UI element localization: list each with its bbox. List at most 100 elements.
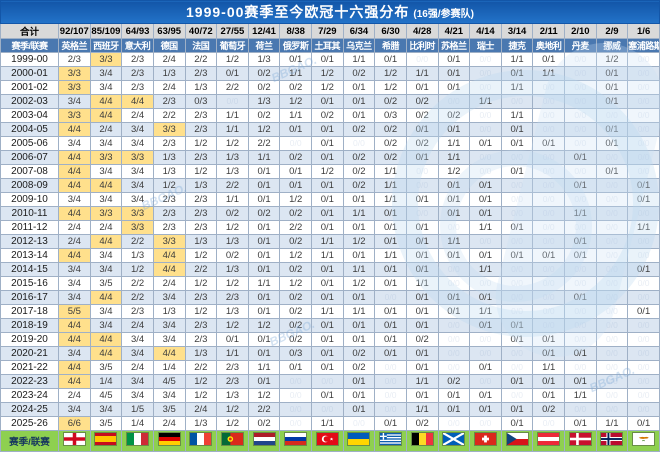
value-cell-portugal: 1/1: [216, 108, 249, 123]
value-cell-russia: 1/2: [279, 192, 312, 207]
value-cell-denmark: 0/0: [564, 122, 597, 137]
season-row-2014-15: 2014-15 3/4 3/4 1/2 4/4 2/2 1/3 0/1 0/2 0/1 1/1 0/1…: [0, 262, 660, 277]
ghost-placeholder: 0/0: [542, 292, 555, 302]
value-cell-ukraine: 0/1: [342, 290, 376, 305]
total-cell-germany: 63/95: [152, 23, 186, 39]
value-cell-turkey: 0/1: [311, 150, 344, 165]
season-cell: 2005-06: [0, 136, 59, 151]
ghost-placeholder: 0/0: [606, 334, 618, 344]
value-cell-switzerland: 0/0: [469, 276, 502, 291]
value-cell-norway: 0/1: [595, 94, 629, 109]
value-cell-england: 3/4: [58, 262, 91, 277]
totals-header-row: 合计 92/107 85/109 64/93 63/95 40/72 27/55 12/41…: [0, 23, 660, 39]
league-header-scotland: 苏格兰: [437, 38, 471, 53]
value-cell-russia: 1/1: [279, 66, 312, 81]
value-cell-ukraine: 0/2: [342, 122, 376, 137]
value-cell-ukraine: 0/1: [342, 94, 376, 109]
value-cell-scotland: 0/1: [437, 122, 471, 137]
value-cell-switzerland: 0/0: [469, 374, 502, 389]
flag-portugal-icon: [221, 433, 243, 445]
ghost-placeholder: 0/0: [416, 180, 429, 190]
value-cell-greece: 0/1: [374, 234, 407, 249]
value-cell-norway: 0/1: [595, 164, 629, 179]
season-row-2017-18: 2017-18 5/5 3/4 2/3 1/3 1/2 1/3 0/1 0/2 1/1 1/1 0/1…: [0, 304, 660, 319]
value-cell-england: 4/4: [58, 374, 91, 389]
value-cell-portugal: 0/1: [216, 66, 249, 81]
value-cell-germany: 3/4: [152, 332, 186, 347]
value-cell-czech: 0/1: [500, 318, 534, 333]
value-cell-netherlands: 1/1: [247, 360, 281, 375]
value-cell-turkey: 1/1: [311, 304, 344, 319]
value-cell-portugal: 1/2: [216, 52, 249, 67]
value-cell-scotland: 1/2: [437, 164, 471, 179]
value-cell-netherlands: 1/1: [247, 150, 281, 165]
value-cell-greece: 0/1: [374, 262, 407, 277]
value-cell-switzerland: 0/1: [469, 290, 502, 305]
season-row-2018-19: 2018-19 4/4 3/4 2/4 3/4 2/3 1/2 1/2 0/2 0/1 0/1 0/1…: [0, 318, 660, 333]
season-row-2020-21: 2020-21 3/4 4/4 3/4 4/4 1/3 1/1 0/1 0/3 0/1 0/2 0/1…: [0, 346, 660, 361]
season-cell: 2024-25: [0, 402, 59, 417]
season-row-2019-20: 2019-20 4/4 4/4 3/4 3/4 2/3 0/1 0/1 0/2 0/1 0/1 0/1…: [0, 332, 660, 347]
value-cell-russia: 0/2: [279, 262, 312, 277]
ghost-placeholder: 0/0: [511, 362, 523, 372]
value-cell-germany: 4/4: [152, 262, 186, 277]
ghost-placeholder: 0/0: [353, 138, 365, 148]
title-bar: 1999-00赛季至今欧冠十六强分布 (16强/参赛队): [0, 0, 660, 24]
value-cell-denmark: 0/1: [564, 234, 597, 249]
value-cell-england: 4/4: [58, 206, 91, 221]
value-cell-belgium: 0/2: [405, 108, 439, 123]
flag-cell-austria: [532, 430, 565, 452]
flag-cell-netherlands: [247, 430, 281, 452]
value-cell-england: 3/4: [58, 276, 91, 291]
value-cell-czech: 0/0: [500, 262, 534, 277]
value-cell-greece: 1/1: [374, 164, 407, 179]
flag-cell-england: [58, 430, 91, 452]
season-cell: 2016-17: [0, 290, 59, 305]
value-cell-greece: 1/1: [374, 192, 407, 207]
value-cell-turkey: 0/2: [311, 108, 344, 123]
value-cell-italy: 2/3: [121, 80, 154, 95]
ghost-placeholder: 0/0: [479, 236, 492, 246]
total-cell-portugal: 27/55: [216, 23, 249, 39]
value-cell-italy: 2/2: [121, 276, 154, 291]
value-cell-portugal: 1/2: [216, 318, 249, 333]
value-cell-ukraine: 0/2: [342, 346, 376, 361]
value-cell-norway: 0/0: [595, 234, 629, 249]
value-cell-cyprus: 0/0: [627, 346, 660, 361]
total-cell-russia: 8/38: [279, 23, 312, 39]
total-cell-france: 40/72: [184, 23, 218, 39]
value-cell-austria: 0/0: [532, 416, 565, 431]
value-cell-switzerland: 0/1: [469, 248, 502, 263]
value-cell-portugal: 2/3: [216, 360, 249, 375]
ghost-placeholder: 0/0: [542, 166, 555, 176]
value-cell-netherlands: 0/1: [247, 220, 281, 235]
value-cell-czech: 1/1: [500, 52, 534, 67]
value-cell-scotland: 0/2: [437, 374, 471, 389]
value-cell-france: 2/3: [184, 220, 218, 235]
value-cell-ukraine: 0/2: [342, 164, 376, 179]
value-cell-netherlands: 0/1: [247, 164, 281, 179]
flag-norway-icon: [601, 433, 623, 445]
ghost-placeholder: 0/0: [574, 362, 587, 372]
value-cell-italy: 3/3: [121, 150, 154, 165]
value-cell-switzerland: 0/0: [469, 122, 502, 137]
value-cell-netherlands: 1/2: [247, 388, 281, 403]
value-cell-italy: 3/4: [121, 122, 154, 137]
ghost-placeholder: 0/0: [542, 124, 555, 134]
value-cell-denmark: 0/0: [564, 52, 597, 67]
league-header-germany: 德国: [152, 38, 186, 53]
value-cell-norway: 0/1: [595, 66, 629, 81]
value-cell-russia: 1/2: [279, 276, 312, 291]
season-row-2002-03: 2002-03 3/4 4/4 4/4 2/3 0/3 0/0 1/3 1/2 0/1 0/1 0/2…: [0, 94, 660, 109]
value-cell-russia: 1/1: [279, 108, 312, 123]
value-cell-spain: 4/4: [89, 346, 123, 361]
value-cell-spain: 3/5: [89, 276, 123, 291]
value-cell-austria: 0/0: [532, 122, 565, 137]
value-cell-england: 4/4: [58, 150, 91, 165]
value-cell-norway: 0/0: [595, 262, 629, 277]
value-cell-russia: 0/2: [279, 80, 312, 95]
value-cell-scotland: 1/1: [437, 150, 471, 165]
value-cell-turkey: 1/1: [311, 248, 344, 263]
value-cell-greece: 0/1: [374, 346, 407, 361]
value-cell-portugal: 1/2: [216, 416, 249, 431]
